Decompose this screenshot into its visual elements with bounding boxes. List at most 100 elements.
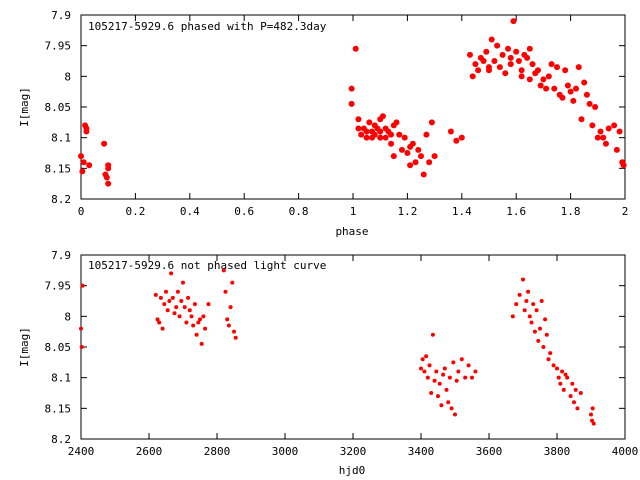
unphased-y-tick-label: 8 (64, 310, 71, 323)
unphased-data-point (556, 375, 561, 380)
phased-data-point (398, 146, 405, 153)
phased-data-point (548, 61, 555, 68)
phased-data-point (575, 64, 582, 71)
unphased-data-point (560, 369, 565, 374)
unphased-data-point (446, 400, 451, 405)
unphased-data-point (466, 363, 471, 368)
phased-data-point (620, 162, 627, 169)
unphased-data-points (79, 268, 596, 426)
phased-data-point (352, 45, 359, 52)
phased-data-point (453, 137, 460, 144)
phased-y-axis-label: I[mag] (18, 87, 31, 127)
phased-data-point (510, 18, 517, 25)
unphased-data-point (79, 345, 84, 349)
phased-data-point (488, 36, 495, 43)
phased-data-point (583, 91, 590, 98)
unphased-data-point (186, 295, 191, 300)
phased-data-point (355, 116, 362, 123)
phased-data-point (83, 128, 90, 135)
unphased-data-point (527, 314, 532, 319)
phased-data-point (613, 146, 620, 153)
phased-data-point (611, 122, 618, 129)
unphased-data-point (169, 271, 174, 276)
unphased-data-point (543, 317, 548, 322)
unphased-data-point (198, 317, 202, 322)
phased-data-point (526, 76, 533, 83)
unphased-x-tick-label: 2800 (204, 445, 231, 458)
phased-data-point (404, 150, 411, 156)
unphased-data-point (232, 329, 236, 334)
phased-x-tick-label: 0.2 (125, 205, 145, 218)
phased-data-point (589, 122, 596, 129)
unphased-y-axis-label: I[mag] (18, 327, 31, 367)
phased-data-point (515, 58, 522, 64)
unphased-data-point (565, 375, 570, 380)
phased-data-point (529, 61, 536, 68)
unphased-y-ticks: 7.9 7.95 8 8.05 8.1 8.15 8.2 (45, 249, 625, 446)
unphased-data-point (424, 354, 429, 359)
phased-data-point (524, 54, 531, 61)
unphased-data-point (568, 394, 573, 399)
unphased-data-point (453, 412, 457, 417)
unphased-data-point (181, 280, 185, 285)
unphased-data-point (179, 299, 184, 303)
unphased-y-tick-label: 7.95 (45, 280, 72, 293)
phased-x-tick-label: 1.8 (561, 205, 581, 218)
unphased-data-point (165, 308, 170, 313)
unphased-data-point (172, 311, 177, 316)
phased-data-point (363, 128, 370, 135)
unphased-x-tick-label: 3000 (272, 445, 299, 458)
unphased-data-point (434, 369, 439, 374)
phased-data-point (379, 113, 386, 120)
unphased-data-point (175, 289, 180, 294)
unphased-x-tick-label: 3400 (408, 445, 435, 458)
phased-data-point (494, 42, 501, 49)
phased-data-point (592, 104, 599, 110)
phased-data-points (78, 18, 627, 187)
unphased-data-point (422, 369, 427, 374)
unphased-data-point (589, 412, 593, 417)
phased-data-point (562, 67, 569, 74)
unphased-data-point (194, 332, 199, 337)
phased-data-point (543, 85, 550, 92)
unphased-x-axis-label: hjd0 (339, 464, 366, 477)
unphased-data-point (534, 308, 539, 313)
phased-data-point (428, 119, 435, 126)
unphased-data-point (432, 378, 437, 383)
phased-x-tick-label: 0.8 (289, 205, 309, 218)
unphased-data-point (199, 341, 204, 346)
unphased-data-point (182, 305, 187, 310)
unphased-data-point (575, 406, 580, 411)
unphased-data-point (521, 277, 525, 282)
phased-data-point (423, 131, 430, 138)
phased-data-point (507, 54, 514, 61)
unphased-x-tick-label: 3200 (340, 445, 367, 458)
phased-x-ticks: 0 0.2 0.4 0.6 0.8 1 1.2 1.4 1.6 1.8 2 (78, 15, 628, 218)
unphased-data-point (206, 302, 211, 307)
phased-y-tick-label: 8.2 (51, 193, 71, 206)
unphased-data-point (563, 372, 568, 377)
unphased-data-point (79, 326, 83, 331)
unphased-data-point (177, 314, 182, 319)
unphased-data-point (524, 299, 529, 303)
phased-data-point (407, 162, 414, 169)
phased-data-point (507, 61, 514, 68)
unphased-x-tick-label: 3600 (476, 445, 503, 458)
unphased-data-point (437, 381, 442, 386)
phased-plot-frame (80, 14, 626, 200)
unphased-data-point (439, 403, 444, 408)
phased-data-point (412, 159, 419, 166)
unphased-data-point (420, 357, 425, 362)
phased-data-point (426, 159, 433, 166)
phased-data-point (594, 134, 601, 141)
phased-data-point (388, 131, 395, 138)
unphased-data-point (233, 335, 238, 340)
unphased-data-point (532, 329, 537, 334)
phased-data-point (472, 61, 479, 68)
phased-data-point (348, 85, 355, 92)
unphased-data-point (570, 381, 575, 386)
phased-data-point (103, 174, 110, 181)
phased-data-point (377, 134, 384, 141)
unphased-data-point (189, 314, 194, 319)
unphased-data-point (203, 326, 208, 331)
